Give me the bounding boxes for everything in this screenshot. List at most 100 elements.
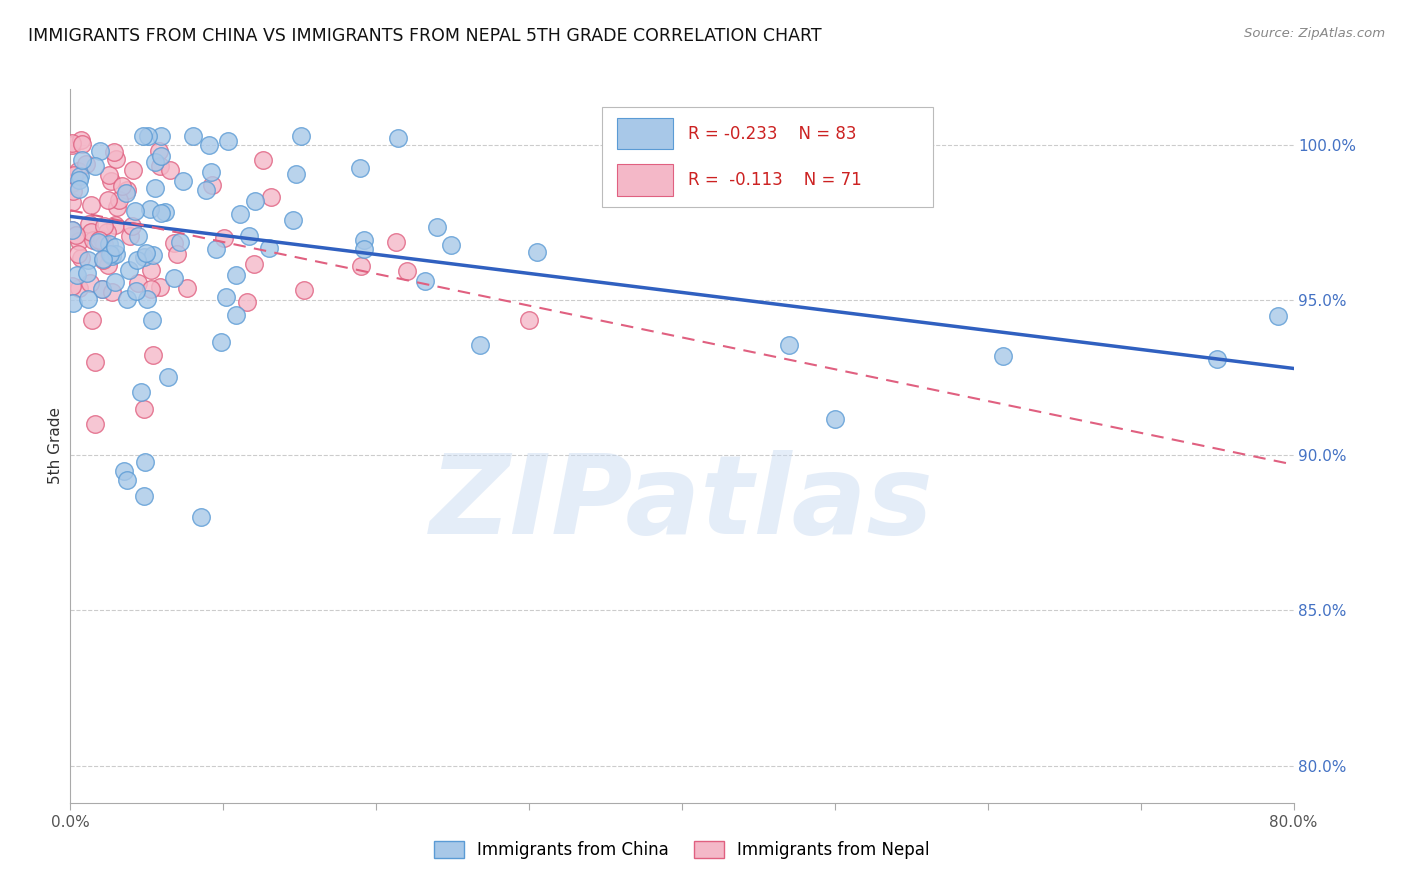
Point	[67, 182, 90, 196]
Point	[132, 489, 155, 503]
Point	[134, 401, 156, 416]
Point	[97, 237, 120, 252]
Point	[172, 174, 194, 188]
Point	[118, 262, 141, 277]
Point	[200, 165, 222, 179]
Point	[122, 163, 145, 178]
Point	[259, 242, 281, 256]
Point	[148, 144, 170, 158]
Point	[127, 276, 149, 290]
Point	[136, 292, 159, 306]
Point	[138, 128, 160, 143]
Text: IMMIGRANTS FROM CHINA VS IMMIGRANTS FROM NEPAL 5TH GRADE CORRELATION CHART: IMMIGRANTS FROM CHINA VS IMMIGRANTS FROM…	[28, 27, 821, 45]
Point	[60, 222, 83, 236]
Point	[413, 273, 436, 287]
Point	[156, 370, 179, 384]
Text: Source: ZipAtlas.com: Source: ZipAtlas.com	[1244, 27, 1385, 40]
Point	[284, 167, 307, 181]
Point	[387, 131, 409, 145]
Point	[159, 163, 181, 178]
Point	[211, 335, 233, 350]
Point	[108, 194, 131, 208]
Point	[149, 280, 172, 294]
Point	[82, 313, 104, 327]
Point	[67, 281, 90, 295]
Point	[62, 296, 84, 310]
Point	[60, 137, 83, 152]
Point	[67, 234, 90, 248]
Point	[225, 309, 247, 323]
Point	[176, 281, 198, 295]
Point	[112, 464, 135, 478]
Point	[353, 242, 375, 256]
Point	[77, 217, 100, 231]
FancyBboxPatch shape	[617, 164, 673, 196]
Point	[60, 136, 83, 150]
Point	[77, 292, 100, 306]
Point	[121, 219, 143, 233]
Point	[90, 282, 112, 296]
Point	[236, 294, 259, 309]
Point	[98, 168, 121, 182]
Point	[87, 233, 110, 247]
Point	[129, 385, 152, 400]
Point	[89, 144, 111, 158]
Point	[190, 510, 212, 524]
Point	[148, 160, 170, 174]
Point	[142, 348, 165, 362]
Point	[183, 128, 205, 143]
Point	[91, 232, 114, 246]
Point	[395, 263, 418, 277]
Point	[104, 275, 127, 289]
Point	[83, 159, 105, 173]
Legend: Immigrants from China, Immigrants from Nepal: Immigrants from China, Immigrants from N…	[427, 834, 936, 866]
Point	[245, 194, 267, 208]
Point	[80, 225, 103, 239]
Point	[93, 237, 115, 252]
Point	[991, 349, 1014, 363]
Point	[149, 149, 172, 163]
Point	[169, 235, 191, 250]
Point	[260, 190, 283, 204]
Point	[138, 202, 160, 216]
Point	[238, 229, 260, 244]
Point	[91, 253, 114, 268]
Point	[101, 249, 124, 263]
Point	[1267, 309, 1289, 323]
Point	[243, 257, 266, 271]
Point	[141, 313, 163, 327]
Point	[163, 270, 186, 285]
Point	[229, 207, 252, 221]
Point	[132, 250, 155, 264]
Point	[97, 258, 120, 272]
Point	[135, 246, 157, 260]
Point	[111, 179, 134, 194]
Point	[79, 276, 101, 290]
Point	[69, 251, 91, 265]
Point	[205, 242, 228, 256]
Point	[82, 233, 104, 247]
Point	[517, 313, 540, 327]
Point	[60, 223, 83, 237]
Point	[127, 229, 149, 244]
Text: R =  -0.113    N = 71: R = -0.113 N = 71	[688, 171, 862, 189]
Point	[101, 285, 124, 300]
Point	[104, 152, 127, 166]
Point	[75, 157, 97, 171]
Point	[66, 247, 89, 261]
Point	[104, 239, 127, 253]
Point	[97, 193, 120, 207]
Point	[93, 219, 115, 233]
Point	[349, 161, 371, 176]
Point	[105, 200, 128, 214]
Point	[60, 279, 83, 293]
Point	[66, 268, 89, 283]
Point	[117, 183, 139, 197]
Point	[215, 289, 238, 303]
Point	[83, 417, 105, 432]
Point	[153, 205, 176, 219]
Point	[217, 134, 239, 148]
Point	[60, 176, 83, 190]
Point	[69, 173, 91, 187]
Point	[103, 145, 125, 160]
